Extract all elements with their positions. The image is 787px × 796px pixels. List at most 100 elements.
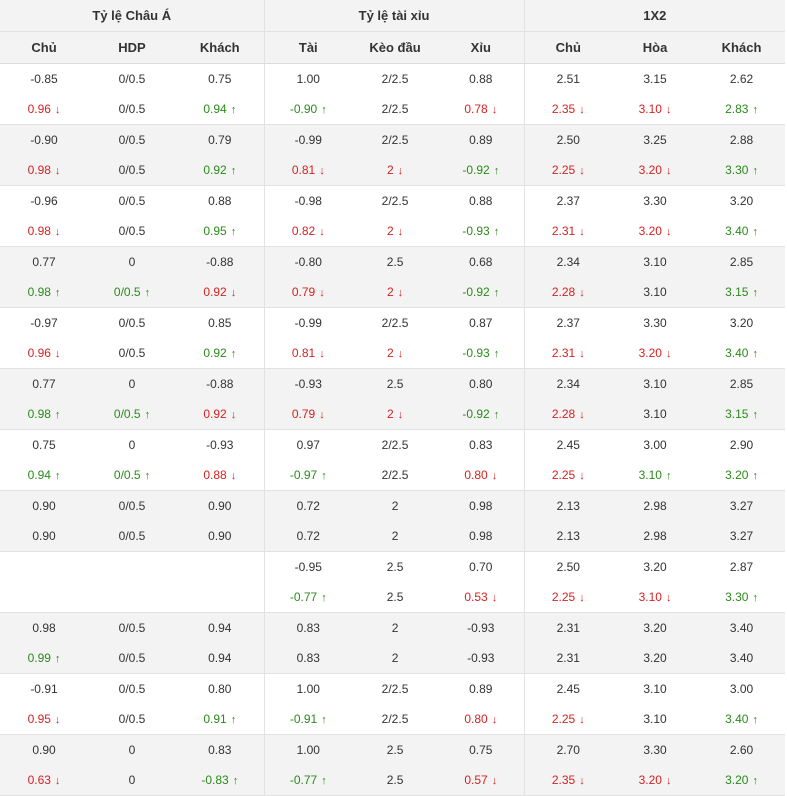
odds-row: 0.96 ↓ 0/0.5 0.92 ↑ 0.81 ↓ 2 ↓ -0.93 ↑ 2.31 ↓ 3.20 ↓ 3.… [0,338,786,369]
arrow-down-icon: ↓ [319,409,325,421]
odds-cell: 2.85 [698,247,785,278]
odds-row: 0.98 0/0.5 0.94 0.83 2 -0.93 2.31 3.20 3.40 [0,612,785,644]
odds-value: -0.97 [289,468,318,482]
arrow-down-icon: ↓ [665,165,672,177]
odds-cell: 0/0.5 [88,338,176,369]
odds-value: 0.92 [203,407,227,421]
odds-cell: 0/0.5 [88,125,176,156]
odds-cell: 0.98 [438,491,524,522]
odds-cell [176,552,264,583]
odds-cell: 0/0.5 [88,155,176,186]
odds-value: 3.20 [729,194,754,208]
odds-cell: 0.98 ↑ [0,399,88,430]
odds-value: 0/0.5 [118,529,146,543]
odds-value: 3.25 [643,133,667,147]
odds-cell: 2.5 [352,552,438,583]
arrow-down-icon: ↓ [579,104,585,116]
odds-value: 2.85 [729,377,754,391]
arrow-down-icon: ↓ [230,409,237,421]
odds-cell: 0 [88,430,176,461]
arrow-up-icon: ↑ [144,287,151,299]
arrow-down-icon: ↓ [665,775,672,787]
odds-cell: -0.92 ↑ [438,399,525,430]
odds-value: 3.20 [638,163,662,177]
odds-value: 2.35 [551,102,576,116]
arrow-down-icon: ↓ [230,287,237,299]
odds-value: 0.85 [208,316,232,330]
arrow-up-icon: ↑ [493,226,500,238]
odds-value: 2 [386,407,394,421]
odds-value: 3.20 [725,468,749,482]
odds-cell: -0.90 ↑ [263,94,353,125]
col-header-draw: Hòa [612,31,699,64]
odds-cell: 0.77 [0,247,88,278]
odds-value: 2/2.5 [381,102,409,116]
odds-cell: 2.28 ↓ [523,277,613,308]
odds-value: 2.62 [729,72,754,86]
odds-cell: 0 [88,247,176,278]
odds-cell: 2 [352,613,438,644]
odds-row: -0.77 ↑ 2.5 0.53 ↓ 2.25 ↓ 3.10 ↓ 3.30 ↑ [0,582,786,613]
odds-value: 0.98 [27,224,51,238]
odds-value: -0.88 [206,255,234,269]
arrow-up-icon: ↑ [493,287,500,299]
odds-cell: 0/0.5 [88,521,176,552]
odds-cell: 0.98 [0,613,88,644]
odds-value: 3.15 [725,285,749,299]
odds-value: 3.15 [725,407,749,421]
odds-cell: 0 [88,369,176,400]
odds-value: 0.77 [32,377,56,391]
odds-value: 2.25 [551,590,576,604]
odds-cell: 3.30 [612,735,698,766]
odds-value: 2.13 [556,529,580,543]
odds-value: 2.51 [556,72,580,86]
arrow-down-icon: ↓ [54,714,61,726]
odds-cell: 0.77 [0,369,88,400]
odds-value: 2.31 [556,621,580,635]
odds-block: -0.97 0/0.5 0.85 -0.99 2/2.5 0.87 2.37 3.30 3.20… [0,307,786,369]
odds-cell [0,582,88,613]
odds-cell: 3.30 ↑ [698,155,786,186]
odds-value: 0.96 [27,102,51,116]
odds-cell: 2.35 ↓ [523,94,613,125]
odds-cell: 0.75 [438,735,524,766]
odds-cell: 2 [352,491,438,522]
odds-value: 3.40 [729,651,754,665]
odds-value: 0.79 [208,133,232,147]
odds-block: -0.91 0/0.5 0.80 1.00 2/2.5 0.89 2.45 3.10 3.00 0… [0,673,786,735]
over-under-header: Tỷ lệ tài xỉu [263,0,525,32]
odds-cell: 2.51 [523,63,613,94]
odds-value: 0/0.5 [118,499,146,513]
odds-value: 2.37 [556,316,580,330]
odds-value: 0.63 [27,773,51,787]
odds-value: -0.90 [30,133,58,147]
odds-value: 0.77 [32,255,56,269]
odds-cell: 0/0.5 [88,64,176,95]
arrow-up-icon: ↑ [54,409,61,421]
odds-cell: 2.35 ↓ [523,765,613,796]
odds-cell: 3.00 [612,430,698,461]
odds-value: 2.5 [386,773,404,787]
odds-value: 2 [386,346,394,360]
odds-value: 0.91 [203,712,227,726]
odds-cell: 0.53 ↓ [438,582,525,613]
odds-value: 2.25 [551,163,576,177]
col-header-home: Chủ [0,31,88,64]
odds-cell: 2/2.5 [352,430,438,461]
odds-cell: 2/2.5 [352,125,438,156]
odds-value: 3.20 [643,651,667,665]
odds-value: 3.30 [643,743,667,757]
odds-cell: 0.90 [0,491,88,522]
odds-value: 2.37 [556,194,580,208]
odds-cell: 0.75 [176,64,264,95]
odds-value: 0 [128,438,136,452]
odds-cell: 0.88 ↓ [176,460,265,491]
odds-block: 0.77 0 -0.88 -0.80 2.5 0.68 2.34 3.10 2.85 0.98 ↑ 0… [0,246,786,308]
odds-cell: 2 ↓ [352,155,439,186]
odds-cell: 0.91 ↑ [176,704,265,735]
odds-cell: 2.90 [698,430,785,461]
odds-cell: 2.45 [523,673,613,704]
odds-value: -0.95 [294,560,322,574]
odds-value: 0.70 [469,560,493,574]
odds-cell: 2.87 [698,552,785,583]
